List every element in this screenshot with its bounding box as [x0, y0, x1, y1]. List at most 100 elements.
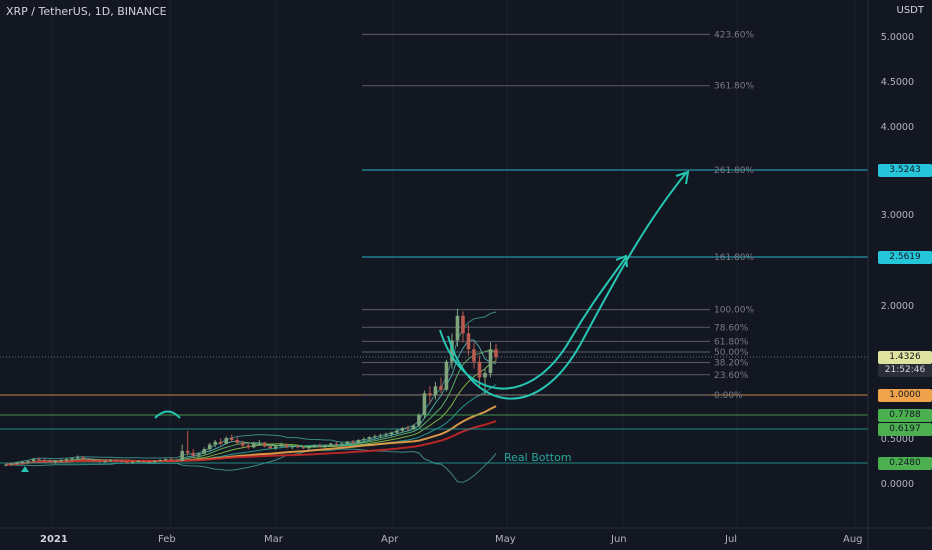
candle-body [240, 442, 245, 446]
candle-body [147, 461, 151, 463]
candle-body [92, 460, 96, 462]
candle-body [213, 441, 218, 445]
price-axis-tick: 4.0000 [880, 122, 914, 133]
candle-body [103, 460, 107, 462]
time-axis-tick: Mar [264, 534, 283, 545]
price-axis-tick: 5.0000 [880, 32, 914, 43]
candle-body [246, 445, 251, 448]
candle-body [4, 464, 8, 466]
fib-level-label: 50.00% [714, 348, 749, 358]
candle-body [362, 439, 366, 441]
moving-averages [5, 339, 497, 466]
candle-body [158, 460, 162, 462]
projection-curve [447, 172, 687, 400]
arrowhead-lower [615, 254, 628, 268]
candle-body [125, 461, 129, 463]
time-axis-tick: Jul [725, 534, 738, 545]
candle-body [37, 459, 41, 461]
candle-body [488, 349, 493, 374]
fib-level-label: 78.60% [714, 323, 749, 333]
price-axis-tick: 2.0000 [880, 301, 914, 312]
candle-body [378, 435, 383, 437]
candle-body [81, 457, 85, 460]
ma-line-55 [5, 420, 497, 466]
candle-body [340, 443, 344, 445]
fib-level-label: 100.00% [714, 306, 754, 316]
candle-body [229, 438, 234, 440]
candle-body [53, 460, 58, 462]
cycle-marker [154, 410, 181, 419]
candle-body [433, 386, 438, 395]
candle-body [494, 349, 498, 358]
candle-body [373, 436, 377, 438]
candlesticks [4, 308, 498, 467]
candle-body [395, 430, 399, 433]
candle-body [428, 393, 432, 395]
candle-body [59, 460, 63, 462]
candle-body [439, 386, 443, 390]
buy-marker [21, 466, 29, 472]
candle-body [472, 349, 476, 362]
bar-countdown: 21:52:46 [878, 363, 932, 377]
time-axis-tick: Jun [611, 534, 627, 545]
bollinger-lower [5, 448, 497, 483]
candle-body [97, 460, 102, 462]
price-label-0.6197: 0.6197 [878, 422, 932, 436]
candle-body [334, 443, 339, 445]
candle-body [307, 447, 311, 449]
candle-body [257, 442, 262, 444]
candle-body [191, 452, 195, 456]
candle-body [400, 428, 405, 431]
price-axis-tick: 0.0000 [880, 479, 914, 490]
candle-body [461, 315, 465, 334]
price-label-2.5619: 2.5619 [878, 250, 932, 264]
user-drawings: Real Bottom [21, 170, 690, 472]
candle-body [295, 446, 300, 448]
time-axis-tick: 2021 [40, 534, 68, 545]
candle-body [15, 462, 19, 464]
candle-body [356, 440, 361, 443]
candle-body [251, 443, 256, 448]
candle-body [466, 333, 471, 350]
arrowhead-upper [675, 170, 690, 185]
candle-body [329, 443, 333, 446]
currency-label: USDT [896, 5, 924, 16]
candle-body [207, 444, 212, 450]
candle-body [323, 445, 328, 447]
real-bottom-annotation: Real Bottom [504, 451, 572, 464]
candle-body [406, 428, 410, 430]
price-axis-tick: 4.5000 [880, 77, 914, 88]
chart-grid [51, 0, 856, 528]
candle-body [318, 445, 322, 447]
candle-body [114, 460, 118, 462]
fib-level-label: 361.80% [714, 82, 754, 92]
candle-body [483, 373, 487, 378]
candle-body [312, 445, 317, 448]
bollinger-bands [5, 311, 497, 483]
candle-body [384, 434, 388, 436]
fib-level-label: 61.80% [714, 337, 749, 347]
candle-body [86, 459, 91, 461]
candle-body [202, 449, 207, 454]
candle-body [169, 459, 173, 461]
candle-body [411, 425, 416, 429]
price-label-1.4326: 1.4326 [878, 350, 932, 364]
candle-body [119, 460, 124, 462]
fibonacci-extension: 423.60% 361.80% 261.80% 161.80% 100.00% 78.60… [362, 30, 868, 401]
candle-body [9, 463, 14, 465]
candle-body [108, 460, 113, 462]
candle-body [235, 440, 240, 443]
candle-body [389, 432, 394, 435]
candle-body [196, 453, 201, 456]
candle-body [218, 441, 223, 444]
time-axis-tick: Apr [381, 534, 399, 545]
candle-body [444, 361, 449, 390]
symbol-header[interactable]: XRP / TetherUS, 1D, BINANCE [6, 5, 167, 18]
candle-body [450, 340, 454, 362]
ma-line-8 [5, 349, 497, 466]
candle-body [284, 444, 289, 448]
candle-body [20, 461, 25, 463]
candle-body [185, 450, 190, 453]
fib-level-label: 23.60% [714, 371, 749, 381]
